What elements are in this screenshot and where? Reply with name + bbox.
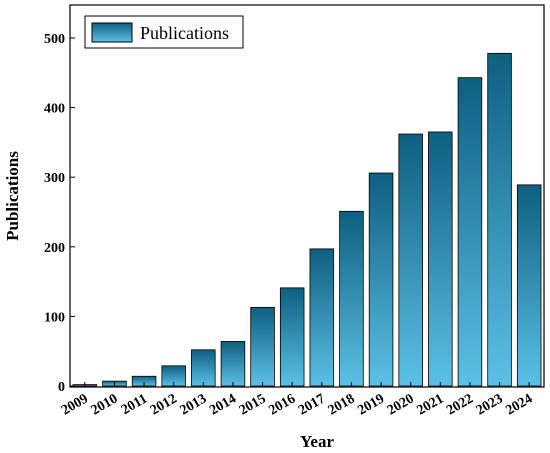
x-tick-label-2014: 2014 <box>207 391 239 418</box>
x-tick-label-2015: 2015 <box>237 391 269 418</box>
y-tick-label-400: 400 <box>44 102 65 117</box>
x-tick-label-2019: 2019 <box>355 391 387 418</box>
x-tick-label-2022: 2022 <box>444 391 476 418</box>
bar-2024 <box>516 184 542 387</box>
x-tick-label-2011: 2011 <box>119 391 150 418</box>
legend: Publications <box>84 15 244 49</box>
x-tick-label-2009: 2009 <box>59 391 91 418</box>
legend-box <box>84 15 244 49</box>
legend-swatch <box>91 22 133 43</box>
bars-group <box>72 52 542 387</box>
legend-label: Publications <box>140 23 229 43</box>
x-tick-label-2012: 2012 <box>148 391 180 418</box>
y-tick-label-200: 200 <box>44 241 65 256</box>
y-tick-label-100: 100 <box>44 310 65 325</box>
x-tick-label-2023: 2023 <box>474 391 506 418</box>
x-tick-label-2020: 2020 <box>385 391 417 418</box>
bar-2016 <box>279 287 305 387</box>
y-axis-title: Publications <box>3 151 22 241</box>
x-tick-label-2018: 2018 <box>326 391 358 418</box>
y-tick-label-500: 500 <box>44 32 65 47</box>
x-tick-label-2021: 2021 <box>415 391 447 418</box>
y-axis-ticks: 0 100 200 300 400 500 <box>44 32 75 395</box>
bar-2023 <box>487 52 512 387</box>
plot-frame <box>69 4 545 388</box>
x-tick-label-2010: 2010 <box>89 391 121 418</box>
bar-2013 <box>191 349 216 387</box>
x-axis-title: Year <box>300 432 334 451</box>
y-tick-label-0: 0 <box>58 380 65 395</box>
x-tick-label-2013: 2013 <box>178 391 210 418</box>
x-tick-label-2016: 2016 <box>266 391 298 418</box>
bar-2014 <box>220 341 246 387</box>
bar-2018 <box>339 210 364 387</box>
bar-2019 <box>368 172 394 387</box>
y-tick-label-300: 300 <box>44 171 65 186</box>
x-tick-label-2024: 2024 <box>503 391 535 418</box>
bar-2021 <box>428 131 453 387</box>
bar-2022 <box>457 77 483 387</box>
bar-2017 <box>309 248 335 387</box>
bar-2020 <box>398 133 423 387</box>
bar-2015 <box>250 306 275 387</box>
x-tick-label-2017: 2017 <box>296 391 328 418</box>
